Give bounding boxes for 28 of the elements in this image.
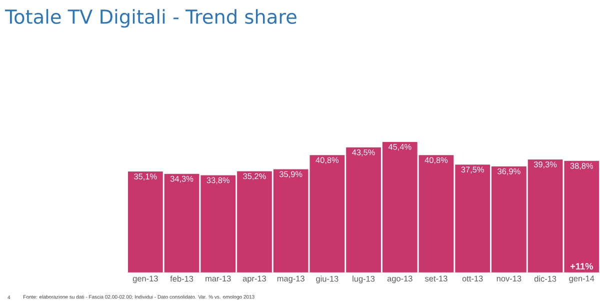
x-tick-label: giu-13	[316, 276, 338, 284]
x-tick-label: ago-13	[387, 276, 412, 284]
x-tick-label: ott-13	[462, 276, 483, 282]
x-tick-label: dic-13	[534, 276, 556, 282]
x-tick-label: gen-14	[569, 276, 594, 284]
data-label: 33,8%	[206, 177, 230, 184]
data-label: 34,3%	[170, 176, 194, 183]
data-label: 36,9%	[498, 168, 520, 176]
data-label: 35,1%	[134, 174, 157, 180]
data-label: 45,4%	[388, 144, 412, 151]
x-tick-label: gen-13	[132, 276, 158, 284]
data-label: 39,3%	[534, 162, 557, 168]
x-tick-label: mag-13	[277, 276, 304, 284]
x-tick-label: lug-13	[352, 276, 375, 284]
data-label: 35,9%	[279, 171, 302, 178]
chart-title: Totale TV Digitali - Trend share	[5, 9, 296, 28]
annotation: +11%	[570, 263, 593, 270]
x-tick-label: nov-13	[496, 276, 522, 282]
data-label: 35,2%	[243, 173, 266, 180]
data-label: 40,8%	[424, 157, 448, 164]
x-tick-label: apr-13	[242, 276, 266, 284]
x-tick-label: set-13	[425, 276, 448, 282]
x-tick-label: feb-13	[170, 276, 194, 282]
data-label: 37,5%	[461, 166, 484, 174]
data-label: 38,8%	[570, 163, 594, 170]
data-label: 40,8%	[316, 157, 339, 164]
x-tick-label: mar-13	[206, 276, 231, 282]
data-label: 43,5%	[352, 150, 375, 156]
